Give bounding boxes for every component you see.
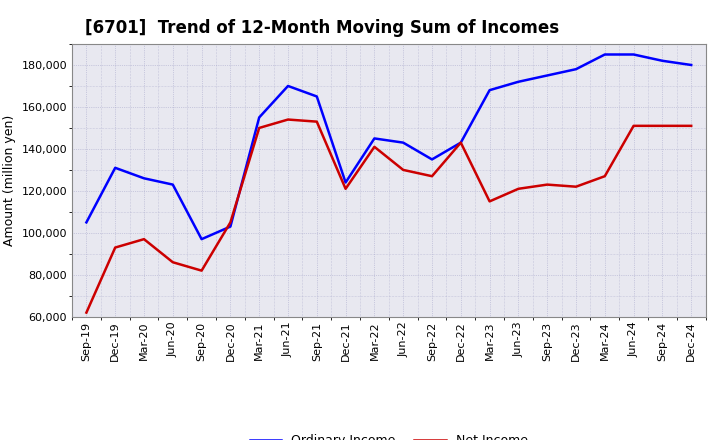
Ordinary Income — [687, 62, 696, 68]
Ordinary Income — [514, 79, 523, 84]
Net Income — [600, 173, 609, 179]
Net Income — [197, 268, 206, 273]
Net Income — [543, 182, 552, 187]
Net Income — [226, 220, 235, 225]
Ordinary Income — [600, 52, 609, 57]
Ordinary Income — [572, 66, 580, 72]
Net Income — [284, 117, 292, 122]
Ordinary Income — [226, 224, 235, 229]
Net Income — [399, 167, 408, 172]
Ordinary Income — [543, 73, 552, 78]
Net Income — [658, 123, 667, 128]
Net Income — [629, 123, 638, 128]
Ordinary Income — [140, 176, 148, 181]
Y-axis label: Amount (million yen): Amount (million yen) — [3, 115, 16, 246]
Net Income — [255, 125, 264, 131]
Net Income — [572, 184, 580, 189]
Line: Ordinary Income: Ordinary Income — [86, 55, 691, 239]
Ordinary Income — [82, 220, 91, 225]
Net Income — [485, 199, 494, 204]
Ordinary Income — [168, 182, 177, 187]
Ordinary Income — [428, 157, 436, 162]
Ordinary Income — [197, 237, 206, 242]
Net Income — [370, 144, 379, 150]
Legend: Ordinary Income, Net Income: Ordinary Income, Net Income — [245, 429, 533, 440]
Net Income — [514, 186, 523, 191]
Net Income — [687, 123, 696, 128]
Net Income — [341, 186, 350, 191]
Ordinary Income — [341, 180, 350, 185]
Ordinary Income — [485, 88, 494, 93]
Ordinary Income — [111, 165, 120, 170]
Ordinary Income — [284, 83, 292, 88]
Ordinary Income — [658, 58, 667, 63]
Ordinary Income — [629, 52, 638, 57]
Net Income — [456, 140, 465, 145]
Net Income — [428, 173, 436, 179]
Net Income — [111, 245, 120, 250]
Ordinary Income — [312, 94, 321, 99]
Line: Net Income: Net Income — [86, 120, 691, 312]
Ordinary Income — [255, 115, 264, 120]
Ordinary Income — [370, 136, 379, 141]
Text: [6701]  Trend of 12-Month Moving Sum of Incomes: [6701] Trend of 12-Month Moving Sum of I… — [85, 19, 559, 37]
Net Income — [168, 260, 177, 265]
Ordinary Income — [399, 140, 408, 145]
Net Income — [140, 237, 148, 242]
Ordinary Income — [456, 140, 465, 145]
Net Income — [82, 310, 91, 315]
Net Income — [312, 119, 321, 124]
